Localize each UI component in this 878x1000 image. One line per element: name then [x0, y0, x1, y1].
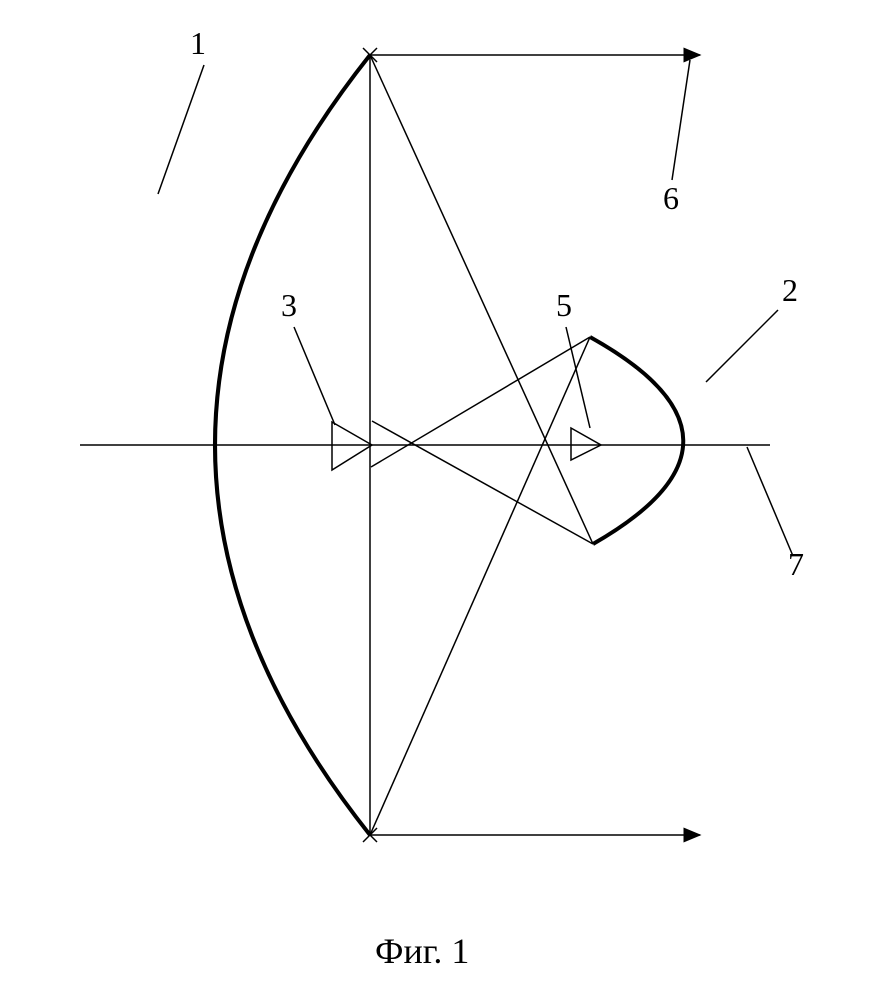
diagram-svg [0, 0, 878, 1000]
leader-5 [566, 327, 590, 428]
sub-arc [590, 337, 683, 544]
leader-3 [294, 327, 335, 425]
label-3: 3 [281, 287, 297, 324]
ray-bottom-main-to-sub [370, 337, 590, 835]
leader-7 [747, 447, 793, 556]
label-7: 7 [788, 546, 804, 583]
label-6: 6 [663, 180, 679, 217]
figure-caption: Фиг. 1 [375, 930, 469, 972]
label-2: 2 [782, 272, 798, 309]
feed-5-triangle [571, 428, 601, 460]
label-1: 1 [190, 25, 206, 62]
leader-6 [672, 60, 690, 180]
ray-sub-top-to-feed3 [371, 337, 590, 467]
leader-2 [706, 310, 778, 382]
leader-1 [158, 65, 204, 194]
feed-3-triangle [332, 422, 372, 470]
ray-sub-bottom-to-feed3 [372, 421, 593, 544]
label-5: 5 [556, 287, 572, 324]
